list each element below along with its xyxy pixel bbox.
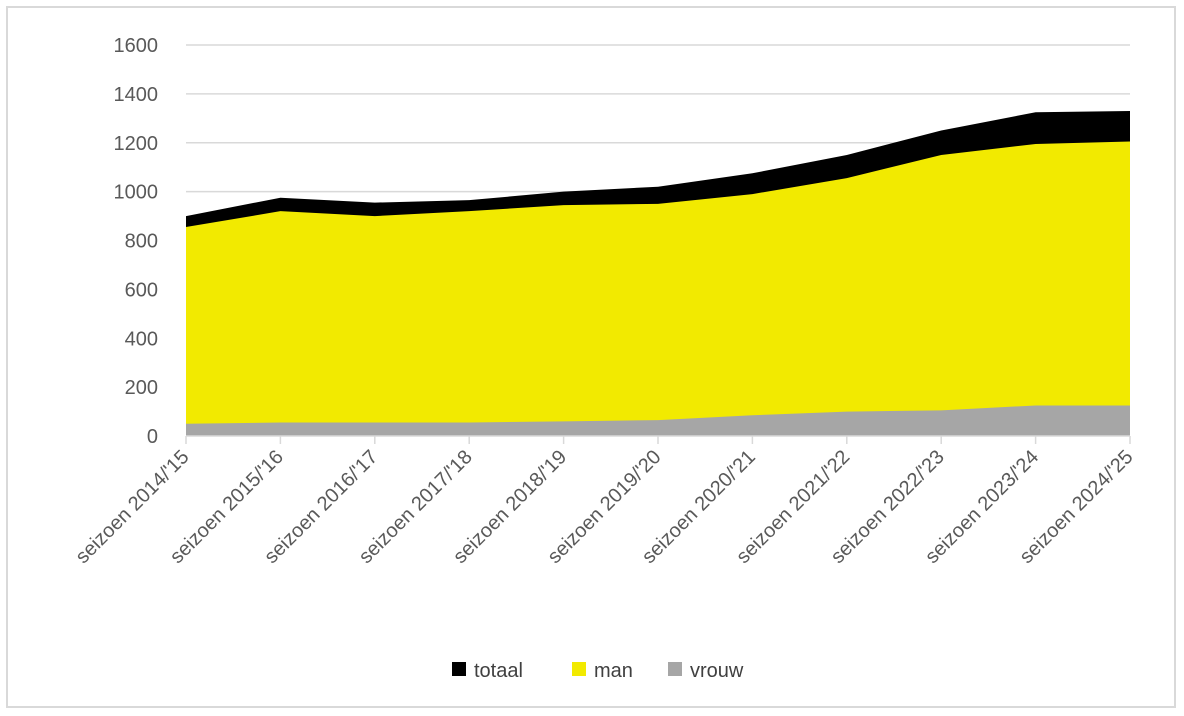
- legend-label: man: [594, 660, 633, 682]
- legend-swatch: [572, 662, 586, 676]
- y-tick-label: 1200: [114, 133, 159, 155]
- legend: totaal man vrouw: [452, 660, 744, 682]
- y-tick-label: 0: [147, 426, 158, 448]
- y-tick-label: 1400: [114, 84, 159, 106]
- legend-label: vrouw: [690, 660, 744, 682]
- y-tick-label: 600: [125, 279, 158, 301]
- y-axis-ticks: 0 200 400 600 800 1000 1200 1400 1600: [114, 35, 159, 448]
- legend-item-vrouw: vrouw: [668, 660, 744, 682]
- y-tick-label: 1000: [114, 182, 159, 204]
- legend-swatch: [668, 662, 682, 676]
- legend-swatch: [452, 662, 466, 676]
- chart-areas: [186, 110, 1130, 436]
- area-man: [186, 141, 1130, 436]
- y-tick-label: 800: [125, 231, 158, 253]
- legend-item-man: man: [572, 660, 633, 682]
- legend-label: totaal: [474, 660, 523, 682]
- y-tick-label: 200: [125, 377, 158, 399]
- legend-item-totaal: totaal: [452, 660, 523, 682]
- y-tick-label: 400: [125, 328, 158, 350]
- y-tick-label: 1600: [114, 35, 159, 57]
- x-axis: [185, 435, 1131, 444]
- area-vrouw: [186, 405, 1130, 436]
